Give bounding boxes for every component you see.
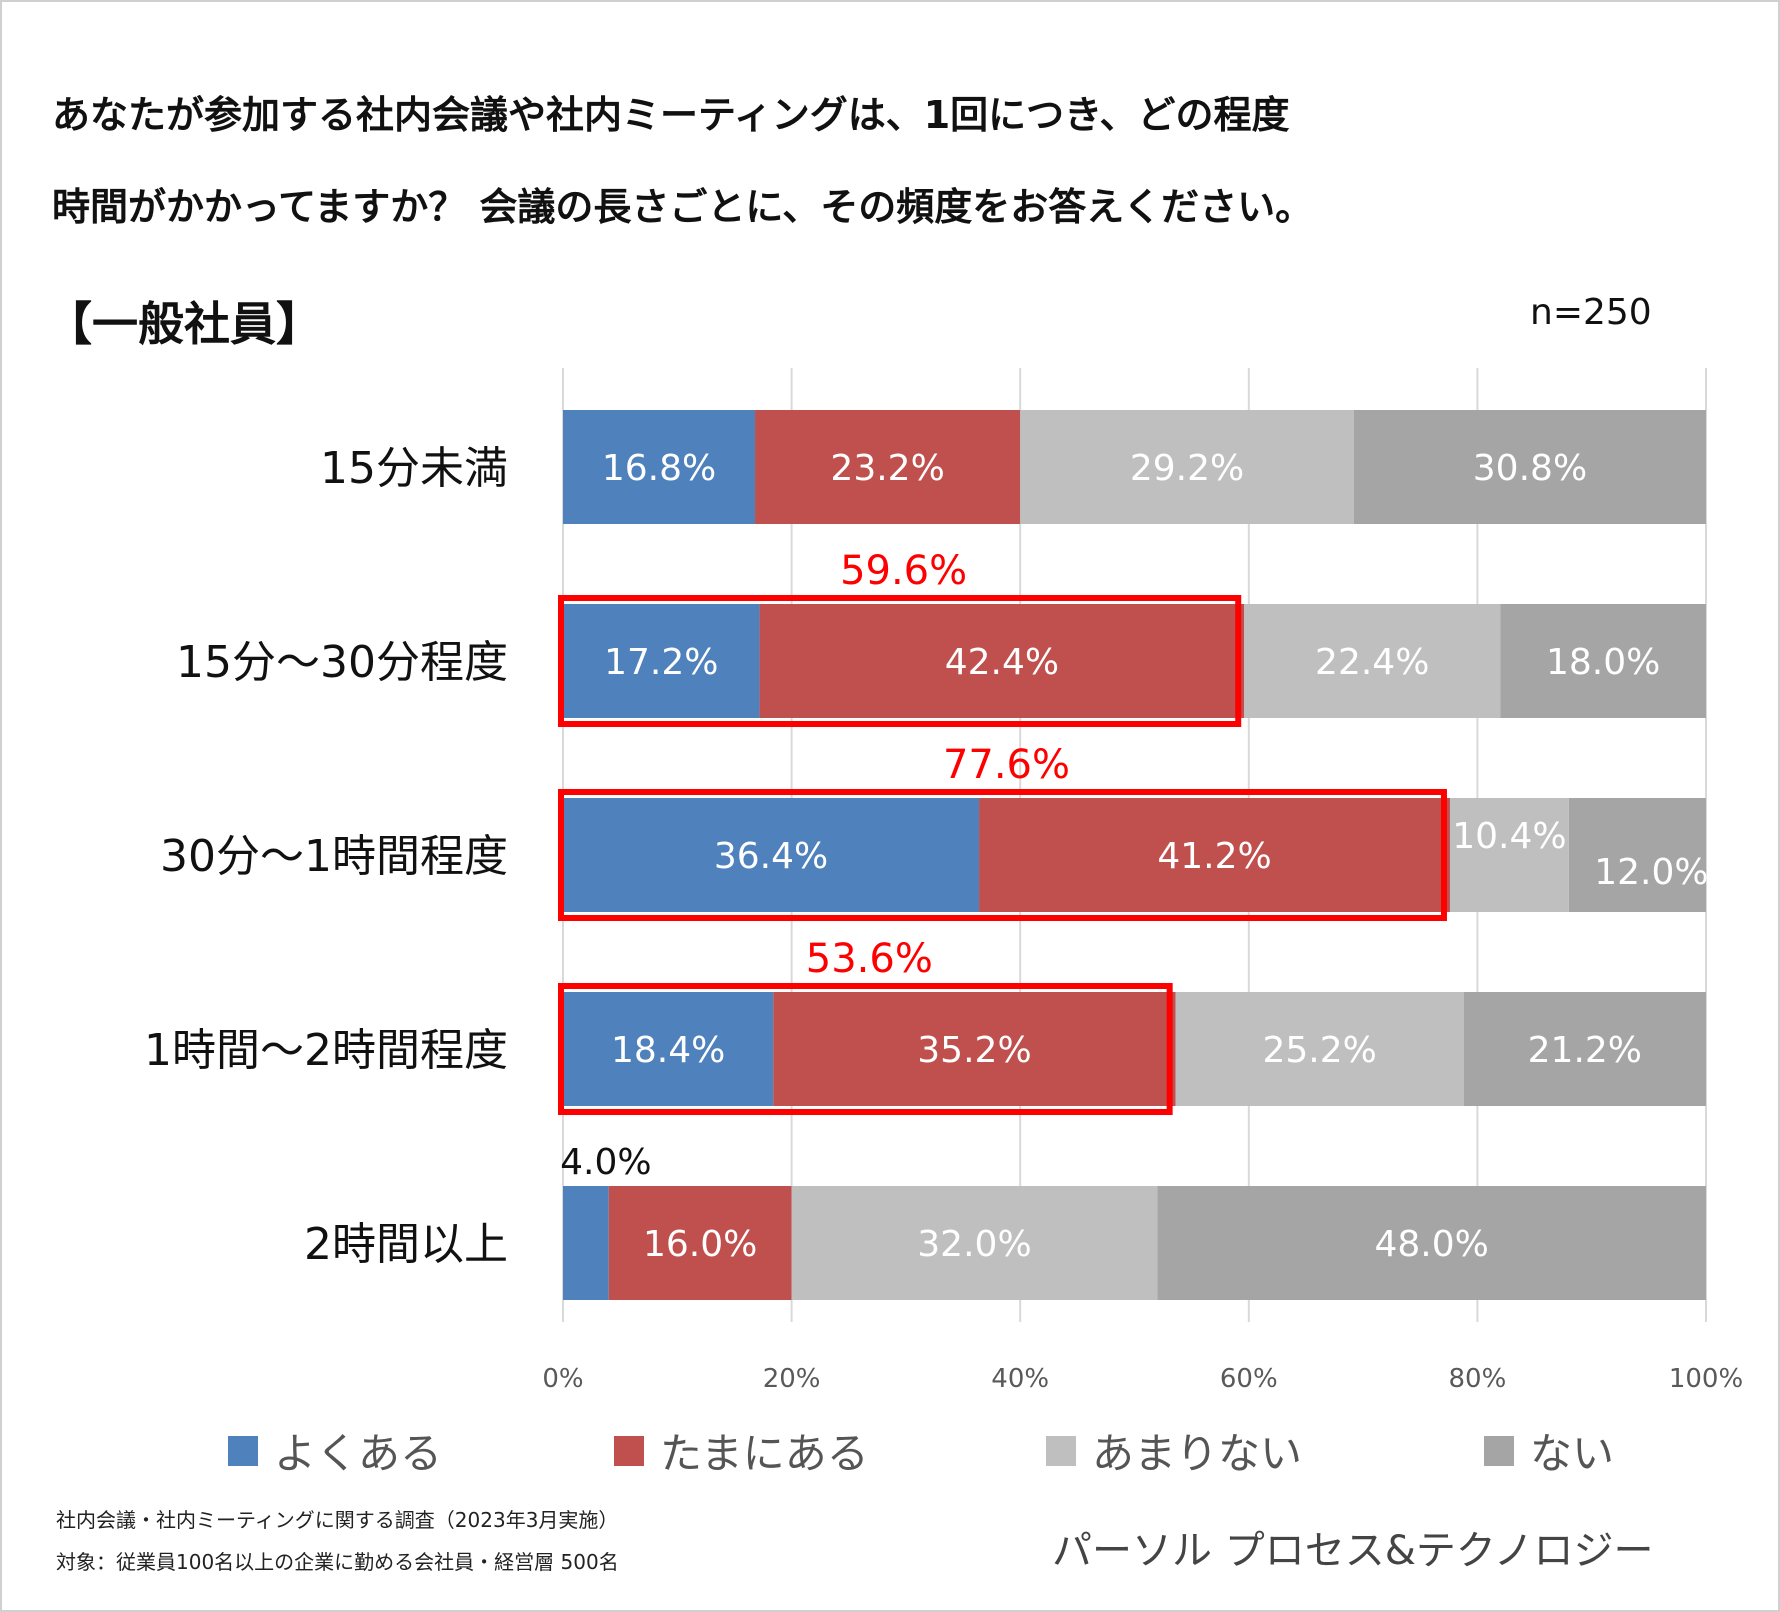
category-label: 30分～1時間程度 — [160, 831, 508, 882]
legend-swatch-often — [228, 1435, 258, 1466]
sample-size: n=250 — [1530, 292, 1652, 333]
highlight-total-label: 53.6% — [806, 936, 933, 982]
bar-segment — [1244, 604, 1501, 718]
stacked-bar-chart: 0% 20% 40% 60% 80% 100% 15分未満 15分～30分程度 30分～1時間程… — [144, 368, 1743, 1394]
bar-segment — [1500, 604, 1706, 718]
data-label: 10.4% — [1452, 816, 1566, 857]
bar-segment — [1157, 1186, 1706, 1300]
chart-title-line-2: 時間がかかってますか？ 会議の長さごとに、その頻度をお答えください。 — [52, 185, 1314, 229]
data-label: 22.4% — [1315, 642, 1429, 683]
data-label: 29.2% — [1130, 448, 1244, 489]
data-label: 21.2% — [1528, 1030, 1642, 1071]
bar-segment — [773, 992, 1176, 1106]
highlight-total-label: 59.6% — [840, 548, 967, 594]
legend-label-never: ない — [1530, 1429, 1615, 1478]
data-label: 16.0% — [643, 1224, 757, 1265]
bar-segment — [755, 410, 1021, 524]
bar-segment — [563, 798, 980, 912]
highlight-box — [558, 789, 1447, 921]
category-label: 15分未満 — [320, 443, 508, 494]
legend-label-sometimes: たまにある — [660, 1429, 869, 1478]
x-tick-label: 100% — [1669, 1364, 1743, 1394]
legend-item-sometimes: たまにある — [614, 1420, 869, 1481]
legend-item-never: ない — [1484, 1420, 1614, 1481]
chart-title-line-1: あなたが参加する社内会議や社内ミーティングは、1回につき、どの程度 — [52, 93, 1290, 137]
bar-segment — [1449, 798, 1569, 912]
bar-segment — [1175, 992, 1464, 1106]
data-label: 16.8% — [602, 448, 716, 489]
data-label: 18.4% — [611, 1030, 725, 1071]
data-label: 18.0% — [1546, 642, 1660, 683]
data-label: 41.2% — [1157, 836, 1271, 877]
bar-segment — [1353, 410, 1706, 524]
legend-swatch-sometimes — [614, 1435, 644, 1466]
bar-segment — [1568, 798, 1706, 912]
category-label: 15分～30分程度 — [176, 637, 508, 688]
category-label: 1時間～2時間程度 — [144, 1025, 508, 1076]
data-label: 30.8% — [1473, 448, 1587, 489]
legend-label-often: よくある — [274, 1429, 443, 1478]
bar-segment — [563, 1186, 609, 1300]
bar-segment — [791, 1186, 1158, 1300]
data-label: 23.2% — [830, 448, 944, 489]
bar-segment — [1020, 410, 1354, 524]
bar-segment — [979, 798, 1450, 912]
category-label: 2時間以上 — [304, 1219, 508, 1270]
bar-segment — [1463, 992, 1706, 1106]
x-tick-label: 80% — [1449, 1364, 1507, 1394]
x-tick-label: 20% — [763, 1364, 821, 1394]
data-label: 32.0% — [917, 1224, 1031, 1265]
survey-note: 社内会議・社内ミーティングに関する調査（2023年3月実施） — [56, 1508, 619, 1532]
bar-segment — [563, 992, 774, 1106]
legend-swatch-never — [1484, 1435, 1514, 1466]
highlight-box — [558, 595, 1242, 727]
target-note: 対象：従業員100名以上の企業に勤める会社員・経営層 500名 — [56, 1550, 619, 1574]
data-label: 42.4% — [945, 642, 1059, 683]
data-label: 36.4% — [714, 836, 828, 877]
x-tick-label: 0% — [542, 1364, 583, 1394]
legend-item-often: よくある — [228, 1420, 442, 1481]
company-logo-text: パーソル プロセス&テクノロジー — [1052, 1528, 1654, 1574]
bar-segment — [759, 604, 1245, 718]
data-label: 48.0% — [1374, 1224, 1488, 1265]
legend-item-rarely: あまりない — [1046, 1420, 1302, 1481]
data-label: 12.0% — [1594, 852, 1708, 893]
highlight-box — [558, 983, 1173, 1115]
bar-segment — [608, 1186, 792, 1300]
data-label: 4.0% — [560, 1142, 651, 1183]
legend-swatch-rarely — [1046, 1435, 1076, 1466]
data-label: 35.2% — [917, 1030, 1031, 1071]
bar-segment — [563, 410, 756, 524]
respondent-group-label: 【一般社員】 — [46, 297, 322, 351]
legend-label-rarely: あまりない — [1092, 1429, 1303, 1478]
x-tick-label: 40% — [991, 1364, 1049, 1394]
bar-segment — [563, 604, 760, 718]
data-label: 17.2% — [604, 642, 718, 683]
highlight-total-label: 77.6% — [943, 742, 1070, 788]
x-tick-label: 60% — [1220, 1364, 1278, 1394]
data-label: 25.2% — [1262, 1030, 1376, 1071]
